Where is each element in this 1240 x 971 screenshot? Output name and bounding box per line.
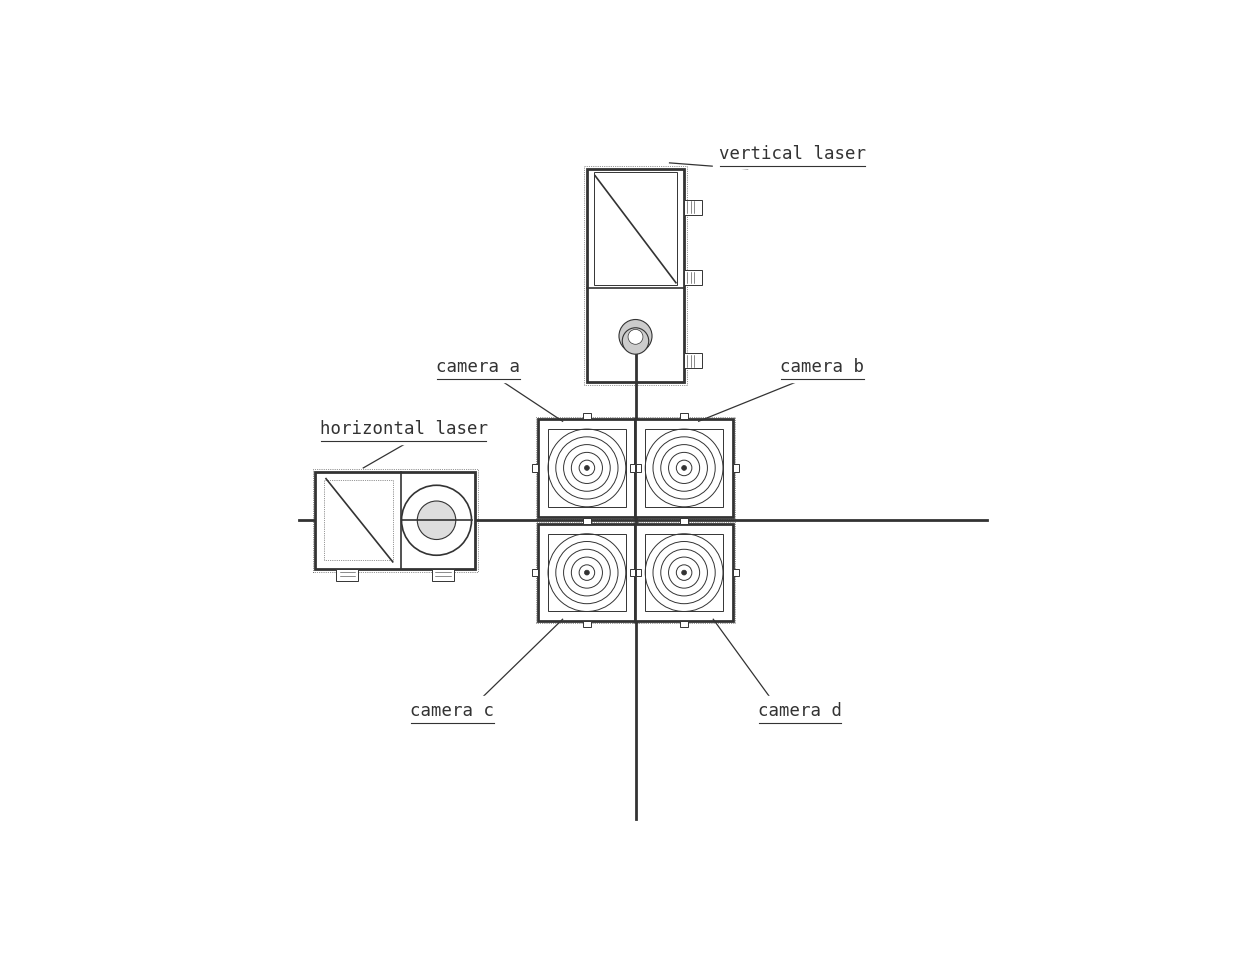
Circle shape xyxy=(584,465,589,470)
Bar xyxy=(315,472,475,569)
Bar xyxy=(594,172,677,285)
Bar xyxy=(548,534,626,612)
Bar xyxy=(645,429,723,507)
Bar xyxy=(634,521,735,623)
Bar xyxy=(548,429,626,507)
Bar xyxy=(733,569,739,577)
Bar xyxy=(584,166,687,385)
Bar xyxy=(681,621,688,627)
Circle shape xyxy=(629,329,642,345)
Bar xyxy=(538,419,635,517)
Bar xyxy=(324,481,393,560)
Bar xyxy=(681,414,688,419)
Bar xyxy=(532,569,538,577)
Bar xyxy=(635,524,733,621)
Circle shape xyxy=(402,486,471,555)
Circle shape xyxy=(584,570,589,575)
Bar xyxy=(532,464,538,472)
Bar xyxy=(634,418,735,519)
Bar xyxy=(587,169,684,382)
Bar xyxy=(630,569,635,577)
Text: camera d: camera d xyxy=(758,702,842,720)
Bar xyxy=(536,418,637,519)
Text: vertical laser: vertical laser xyxy=(719,145,866,163)
Circle shape xyxy=(418,501,456,540)
Bar xyxy=(681,517,688,522)
Bar xyxy=(536,521,637,623)
Text: camera a: camera a xyxy=(436,358,521,376)
Bar xyxy=(635,569,641,577)
Bar xyxy=(583,517,590,522)
Bar xyxy=(684,200,702,215)
Bar xyxy=(733,464,739,472)
Bar xyxy=(432,569,454,581)
Circle shape xyxy=(619,319,652,352)
Bar xyxy=(635,464,641,472)
Bar xyxy=(336,569,358,581)
Bar xyxy=(684,353,702,368)
Bar xyxy=(538,524,635,621)
Circle shape xyxy=(622,328,649,354)
Text: camera b: camera b xyxy=(780,358,864,376)
Text: camera c: camera c xyxy=(410,702,495,720)
Text: horizontal laser: horizontal laser xyxy=(320,420,487,438)
Bar xyxy=(583,621,590,627)
Bar xyxy=(681,519,688,524)
Bar xyxy=(684,270,702,285)
Bar xyxy=(312,469,477,572)
Bar xyxy=(645,534,723,612)
Bar xyxy=(583,414,590,419)
Bar xyxy=(630,464,635,472)
Circle shape xyxy=(682,465,687,470)
Bar xyxy=(583,519,590,524)
Circle shape xyxy=(682,570,687,575)
Bar xyxy=(635,419,733,517)
